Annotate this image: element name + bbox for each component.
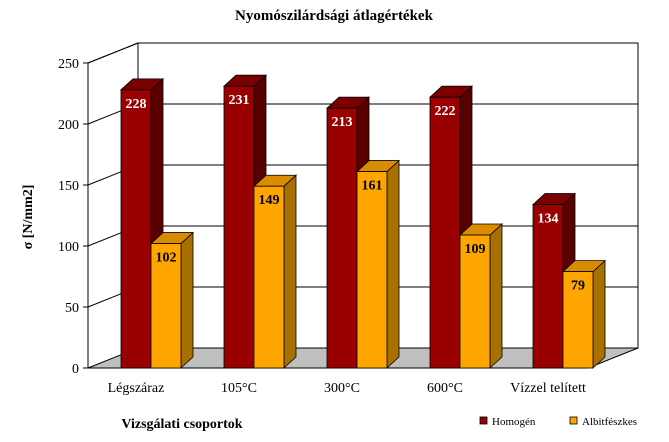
bar-homogén (223, 85, 255, 369)
bar-albitfészkes (356, 171, 388, 369)
bar-albitfészkes (562, 271, 594, 369)
legend-label: Albitfészkes (582, 416, 637, 428)
bar-value-label: 102 (156, 251, 177, 266)
bar-homogén (532, 204, 564, 369)
category-label: 300°C (324, 381, 360, 396)
bar-value-label: 109 (465, 242, 486, 257)
x-axis-label: Vizsgálati csoportok (121, 417, 242, 432)
bar-value-label: 134 (538, 212, 559, 227)
y-tick-label: 100 (58, 240, 79, 255)
bar-side (180, 231, 194, 369)
y-tick-label: 50 (65, 301, 79, 316)
bar-homogén (326, 107, 358, 369)
bar-homogén (120, 89, 152, 369)
bar-value-label: 213 (332, 115, 353, 130)
bar-side (386, 159, 400, 369)
legend-swatch (569, 416, 578, 425)
chart-title: Nyomószilárdsági átlagértékek (235, 8, 434, 24)
bar-value-label: 228 (126, 97, 147, 112)
category-label: 105°C (221, 381, 257, 396)
gridline-diagonal (87, 42, 139, 64)
bar-albitfészkes (150, 243, 182, 369)
y-tick-label: 150 (58, 179, 79, 194)
bar-value-label: 231 (229, 93, 250, 108)
legend-label: Homogén (492, 416, 536, 428)
bar-side (283, 174, 297, 369)
category-label: 600°C (427, 381, 463, 396)
y-axis: 0 50 100 150 200 250 (58, 57, 89, 377)
bars: 228 102 231 149 213 161 222 109 134 79 (119, 74, 607, 369)
bar-value-label: 161 (362, 179, 383, 194)
bar-side (489, 223, 503, 369)
category-label: Vízzel telített (510, 381, 586, 396)
y-tick-label: 0 (72, 362, 79, 377)
bar-value-label: 149 (259, 193, 280, 208)
legend: Homogén Albitfészkes (479, 416, 637, 428)
legend-swatch (479, 416, 488, 425)
category-label: Légszáraz (108, 381, 165, 396)
y-axis-label: σ [N/mm2] (21, 185, 36, 250)
bar-homogén (429, 96, 461, 369)
bar-albitfészkes (253, 185, 285, 369)
bar-value-label: 79 (571, 279, 585, 294)
y-tick-label: 250 (58, 57, 79, 72)
y-tick-label: 200 (58, 118, 79, 133)
category-labels: Légszáraz 105°C 300°C 600°C Vízzel telített (108, 381, 586, 396)
bar-side (592, 259, 606, 369)
bar-value-label: 222 (435, 104, 456, 119)
bar-albitfészkes (459, 234, 491, 369)
